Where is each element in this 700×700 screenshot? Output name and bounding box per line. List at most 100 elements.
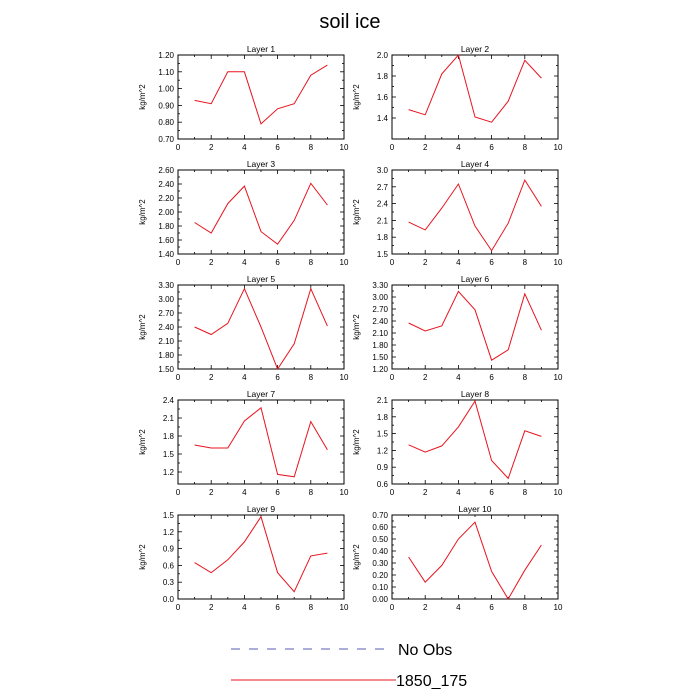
- x-tick-label: 10: [340, 143, 349, 152]
- y-tick-label: 2.60: [158, 166, 174, 175]
- x-tick-label: 0: [176, 603, 181, 612]
- panel-title: Layer 2: [461, 44, 490, 54]
- panel-title: Layer 5: [247, 274, 276, 284]
- x-tick-label: 6: [275, 603, 280, 612]
- y-axis-label: kg/m^2: [138, 314, 147, 340]
- y-tick-label: 1.20: [372, 365, 388, 374]
- plot-frame: [177, 54, 345, 140]
- y-tick-label: 0.80: [158, 118, 174, 127]
- x-tick-label: 8: [309, 488, 314, 497]
- y-tick-label: 1.00: [158, 85, 174, 94]
- x-tick-label: 4: [242, 488, 247, 497]
- y-axis-label: kg/m^2: [352, 199, 361, 225]
- y-tick-label: 0.20: [372, 571, 388, 580]
- x-tick-label: 4: [456, 258, 461, 267]
- y-tick-label: 3.0: [377, 166, 389, 175]
- panel-layer-7: Layer 7 0 2 4 6 8 10 1.2 1.5 1.8 2.1 2.4 kg/m^2: [138, 389, 349, 497]
- x-tick-label: 8: [309, 373, 314, 382]
- panel-title: Layer 3: [247, 159, 276, 169]
- y-tick-label: 1.8: [377, 233, 389, 242]
- x-tick-label: 2: [423, 258, 428, 267]
- plot-frame: [391, 54, 559, 140]
- y-tick-label: 2.4: [163, 396, 175, 405]
- y-tick-label: 1.50: [158, 365, 174, 374]
- y-tick-label: 1.5: [163, 511, 175, 520]
- y-tick-label: 0.40: [372, 547, 388, 556]
- y-tick-label: 3.00: [158, 295, 174, 304]
- x-tick-label: 10: [554, 373, 563, 382]
- x-tick-label: 6: [275, 258, 280, 267]
- y-tick-label: 2.1: [163, 414, 175, 423]
- x-tick-label: 6: [275, 143, 280, 152]
- panel-title: Layer 1: [247, 44, 276, 54]
- panel-title: Layer 4: [461, 159, 490, 169]
- x-tick-label: 8: [523, 603, 528, 612]
- y-tick-label: 2.10: [158, 337, 174, 346]
- y-tick-label: 2.7: [377, 183, 389, 192]
- x-tick-label: 10: [340, 603, 349, 612]
- x-tick-label: 8: [523, 258, 528, 267]
- y-tick-label: 0.30: [372, 559, 388, 568]
- x-tick-label: 4: [456, 373, 461, 382]
- plot-frame: [391, 399, 559, 485]
- x-tick-label: 6: [489, 258, 494, 267]
- figure-title: soil ice: [319, 11, 380, 33]
- x-tick-label: 2: [209, 258, 214, 267]
- x-tick-label: 0: [176, 373, 181, 382]
- x-tick-label: 8: [309, 143, 314, 152]
- x-tick-label: 4: [242, 373, 247, 382]
- y-tick-label: 1.8: [377, 72, 389, 81]
- y-tick-label: 0.60: [372, 523, 388, 532]
- y-tick-label: 1.5: [377, 430, 389, 439]
- x-tick-label: 0: [176, 258, 181, 267]
- x-tick-label: 2: [423, 488, 428, 497]
- y-tick-label: 3.30: [158, 281, 174, 290]
- y-axis-label: kg/m^2: [138, 544, 147, 570]
- series-line-1850-175: [408, 290, 542, 361]
- y-tick-label: 0.90: [158, 101, 174, 110]
- y-tick-label: 0.0: [163, 595, 175, 604]
- x-tick-label: 10: [554, 603, 563, 612]
- x-tick-label: 2: [423, 373, 428, 382]
- y-tick-label: 1.2: [163, 528, 175, 537]
- y-tick-label: 3.30: [372, 281, 388, 290]
- y-tick-label: 3.00: [372, 293, 388, 302]
- x-tick-label: 2: [209, 373, 214, 382]
- x-tick-label: 4: [456, 603, 461, 612]
- y-tick-label: 2.20: [158, 194, 174, 203]
- x-tick-label: 4: [242, 258, 247, 267]
- y-tick-label: 0.70: [158, 135, 174, 144]
- y-tick-label: 2.40: [158, 323, 174, 332]
- y-tick-label: 2.1: [377, 216, 389, 225]
- x-tick-label: 10: [340, 373, 349, 382]
- y-tick-label: 1.40: [158, 250, 174, 259]
- x-tick-label: 6: [275, 373, 280, 382]
- x-tick-label: 2: [423, 143, 428, 152]
- y-tick-label: 2.40: [372, 317, 388, 326]
- y-tick-label: 1.80: [158, 351, 174, 360]
- x-tick-label: 0: [390, 143, 395, 152]
- y-axis-label: kg/m^2: [352, 314, 361, 340]
- panel-layer-9: Layer 9 0 2 4 6 8 10 0.0 0.3 0.6 0.9 1.2 1.5 kg/m^2: [138, 504, 349, 612]
- x-tick-label: 0: [390, 488, 395, 497]
- y-tick-label: 1.5: [377, 250, 389, 259]
- y-axis-label: kg/m^2: [138, 429, 147, 455]
- x-tick-label: 4: [242, 143, 247, 152]
- series-line-1850-175: [194, 64, 328, 125]
- y-tick-label: 2.40: [158, 180, 174, 189]
- y-tick-label: 2.4: [377, 200, 389, 209]
- y-tick-label: 2.00: [158, 208, 174, 217]
- y-tick-label: 1.8: [163, 432, 175, 441]
- panel-layer-2: Layer 2 0 2 4 6 8 10 1.4 1.6 1.8 2.0 kg/m^2: [352, 44, 563, 152]
- x-tick-label: 10: [554, 488, 563, 497]
- x-tick-label: 8: [523, 373, 528, 382]
- y-tick-label: 0.9: [377, 463, 389, 472]
- panel-layer-8: Layer 8 0 2 4 6 8 10 0.6 0.9 1.2 1.5 1.8 2.1 kg/m^2: [352, 389, 563, 497]
- y-tick-label: 0.70: [372, 511, 388, 520]
- x-tick-label: 6: [489, 603, 494, 612]
- y-tick-label: 1.5: [163, 450, 175, 459]
- x-tick-label: 8: [523, 143, 528, 152]
- x-tick-label: 0: [176, 488, 181, 497]
- panel-title: Layer 10: [458, 504, 491, 514]
